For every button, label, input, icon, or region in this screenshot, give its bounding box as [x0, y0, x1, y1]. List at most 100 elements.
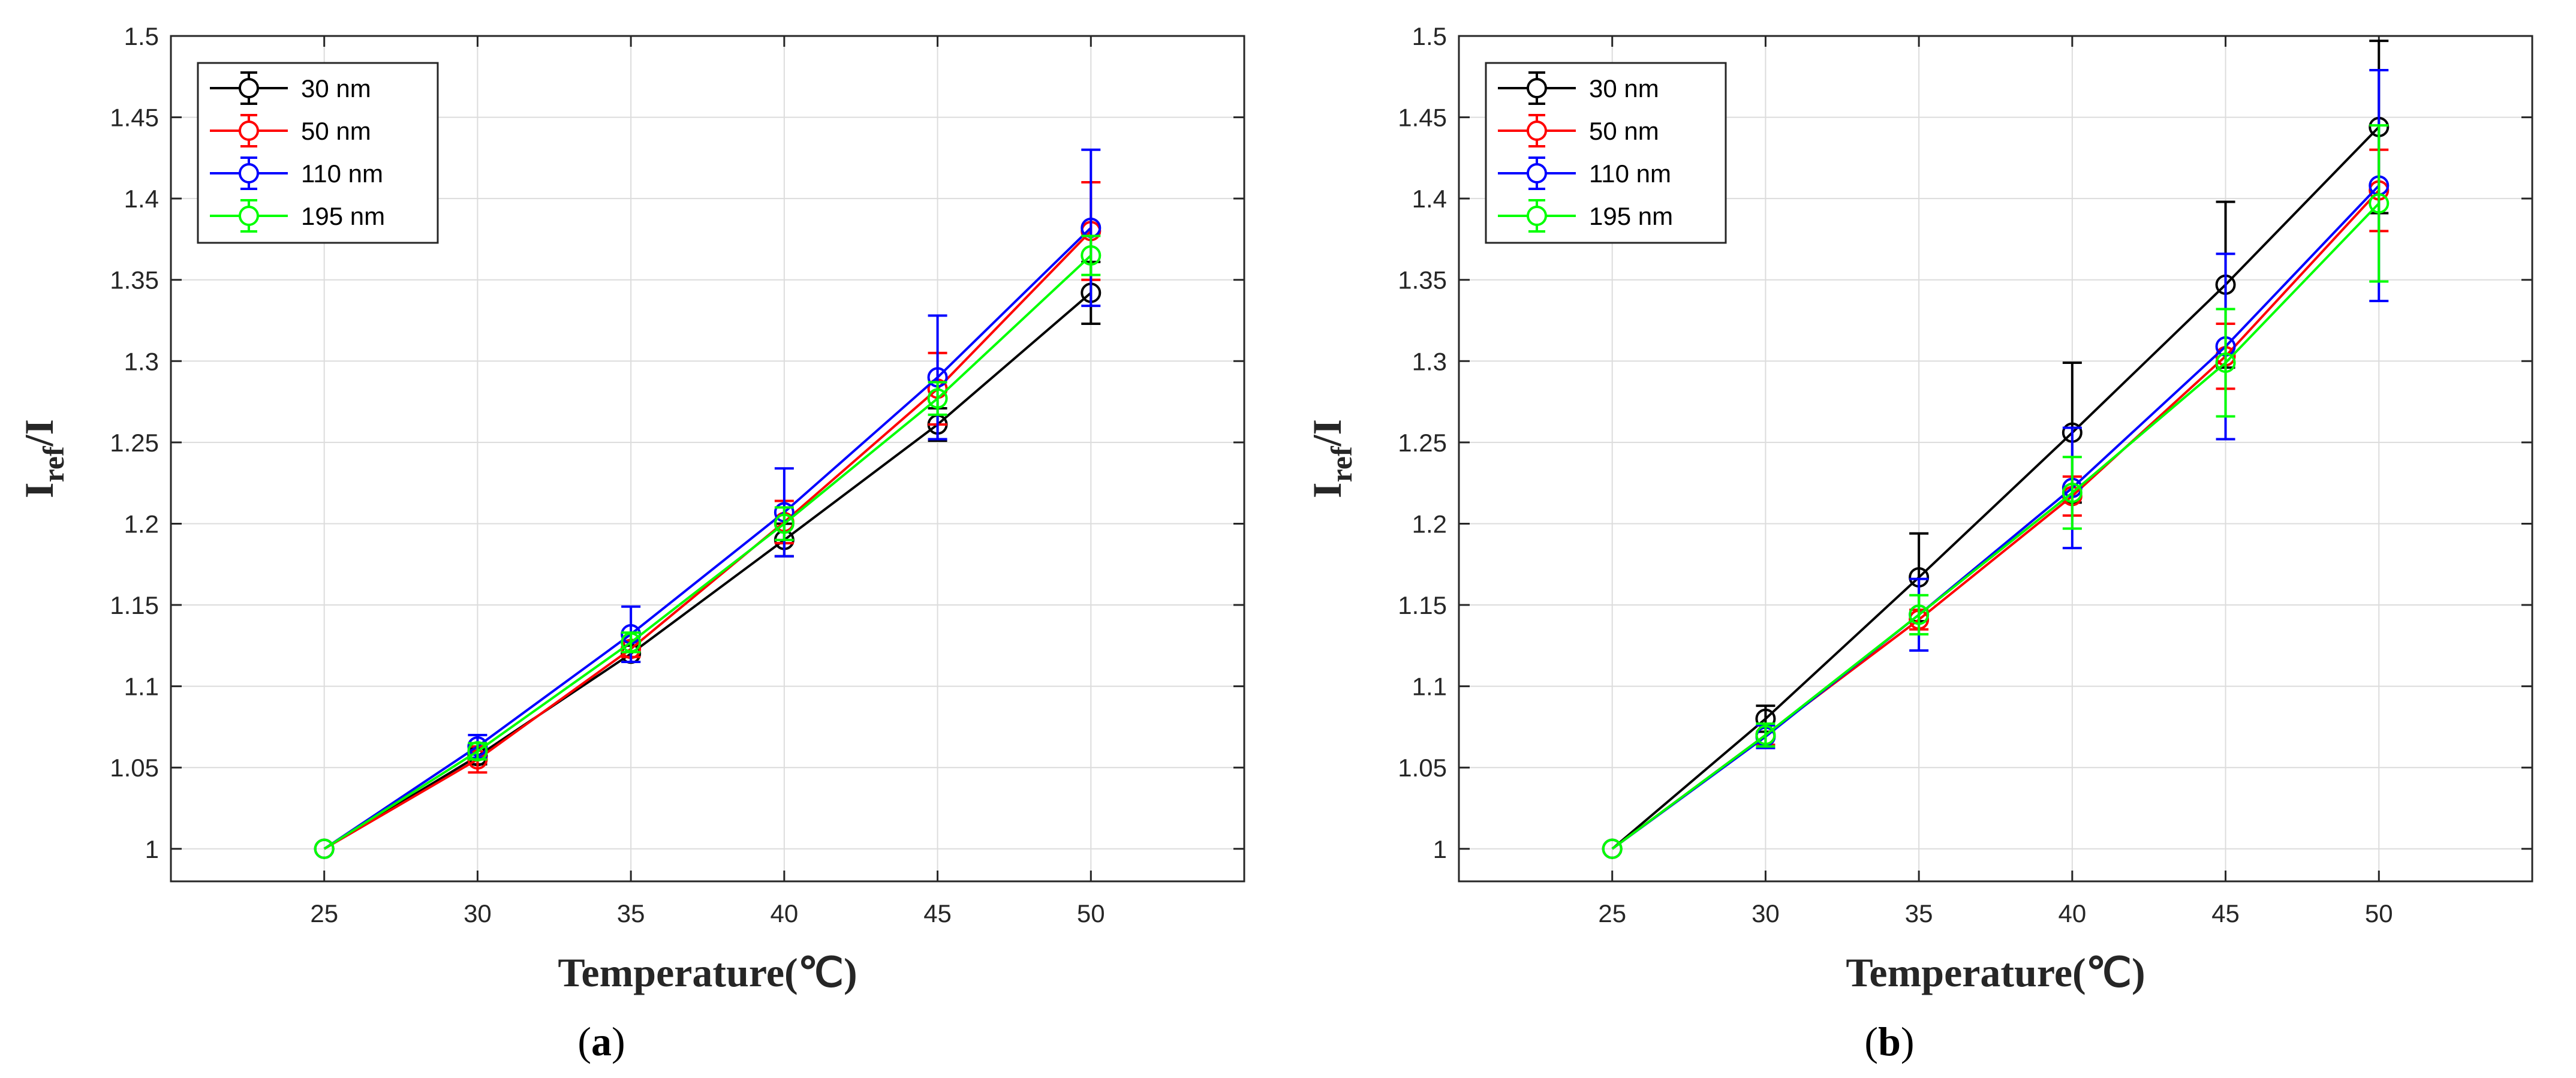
- y-tick-label: 1.25: [1398, 429, 1447, 457]
- caption-letter: b: [1878, 1019, 1901, 1064]
- x-tick-label: 35: [1905, 899, 1933, 928]
- y-tick-label: 1.05: [110, 754, 159, 782]
- legend-marker: [1527, 121, 1547, 141]
- legend-marker: [1527, 206, 1547, 226]
- y-tick-label: 1.4: [1412, 185, 1447, 213]
- x-tick-label: 30: [1752, 899, 1780, 928]
- legend-label: 110 nm: [301, 159, 383, 188]
- ticks: 25 30 35 40 45 50 1 1.05 1.1 1.15 1.2 1.25 1.3 1.35 1.…: [1398, 22, 2532, 928]
- legend-label: 30 nm: [1589, 74, 1659, 103]
- x-tick-label: 25: [310, 899, 338, 928]
- y-tick-label: 1.2: [124, 510, 159, 538]
- y-axis-label-sub: ref: [37, 445, 70, 482]
- data-point: [1602, 838, 1623, 859]
- data-point: [927, 388, 948, 409]
- data-point: [314, 838, 335, 859]
- caption-open: (: [577, 1019, 591, 1064]
- y-tick-label: 1.5: [1412, 22, 1447, 50]
- x-tick-label: 25: [1598, 899, 1626, 928]
- y-tick-label: 1.45: [110, 104, 159, 132]
- y-tick-label: 1.25: [110, 429, 159, 457]
- legend-label: 195 nm: [1589, 202, 1673, 230]
- legend-marker: [239, 78, 259, 98]
- data-point: [774, 513, 795, 534]
- legend-box: [1485, 62, 1727, 244]
- y-tick-label: 1.15: [1398, 591, 1447, 619]
- y-tick-label: 1.35: [1398, 266, 1447, 294]
- data-point: [1081, 245, 1102, 266]
- x-axis-label: Temperature(℃): [558, 950, 857, 995]
- x-tick-label: 40: [770, 899, 798, 928]
- y-axis-label-tail: /I: [16, 419, 62, 447]
- chart-panel-a: 25 30 35 40 45 50 1 1.05 1.1 1.15 1.2 1.25 1.3 1.35 1.…: [16, 22, 1245, 1064]
- legend-marker: [1527, 163, 1547, 183]
- legend-marker: [239, 121, 259, 141]
- y-tick-label: 1.3: [124, 347, 159, 375]
- y-tick-label: 1.35: [110, 266, 159, 294]
- x-tick-label: 35: [617, 899, 645, 928]
- x-tick-label: 50: [2365, 899, 2393, 928]
- legend-box: [197, 62, 439, 244]
- chart-panel-b: 25 30 35 40 45 50 1 1.05 1.1 1.15 1.2 1.25 1.3 1.35 1.…: [1288, 0, 2576, 1078]
- data-point: [467, 741, 488, 762]
- legend: 30 nm 50 nm 110 nm 195 nm: [1485, 62, 1727, 244]
- axes-box: [1458, 35, 2533, 883]
- y-tick-label: 1.3: [1412, 347, 1447, 375]
- series-line: [323, 227, 1092, 850]
- legend-marker: [239, 163, 259, 183]
- legend-label: 110 nm: [1589, 159, 1671, 188]
- y-tick-label: 1.1: [1412, 673, 1447, 701]
- x-tick-label: 30: [464, 899, 492, 928]
- y-tick-label: 1: [1433, 835, 1447, 863]
- caption-close: ): [612, 1019, 625, 1064]
- y-tick-label: 1.1: [124, 673, 159, 701]
- legend-label: 50 nm: [301, 117, 371, 145]
- series-line: [1611, 126, 2380, 850]
- data-point: [2062, 482, 2083, 503]
- y-tick-label: 1.4: [124, 185, 159, 213]
- data-point: [621, 632, 642, 653]
- data-point: [2215, 353, 2236, 374]
- series-line: [323, 230, 1092, 850]
- chart-a-svg: 25 30 35 40 45 50 1 1.05 1.1 1.15 1.2 1.25 1.3 1.35 1.…: [16, 22, 1245, 1064]
- y-tick-label: 1: [145, 835, 159, 863]
- data-point: [1755, 724, 1776, 745]
- y-axis-label: Iref/I: [16, 419, 70, 498]
- y-axis-label-main: I: [16, 483, 62, 498]
- series-line: [323, 254, 1092, 850]
- y-axis-label-main: I: [1304, 483, 1350, 498]
- subfigure-caption: (b): [1864, 1019, 1914, 1064]
- ticks: 25 30 35 40 45 50 1 1.05 1.1 1.15 1.2 1.25 1.3 1.35 1.…: [110, 22, 1244, 928]
- caption-open: (: [1864, 1019, 1878, 1064]
- legend-marker: [239, 206, 259, 226]
- legend-label: 30 nm: [301, 74, 371, 103]
- caption-close: ): [1901, 1019, 1915, 1064]
- y-axis-label: Iref/I: [1304, 419, 1358, 498]
- x-tick-label: 45: [923, 899, 952, 928]
- grid: [171, 35, 1244, 881]
- data-point: [2369, 193, 2390, 214]
- chart-b-svg: 25 30 35 40 45 50 1 1.05 1.1 1.15 1.2 1.25 1.3 1.35 1.…: [1304, 22, 2533, 1064]
- series-line: [1611, 202, 2380, 850]
- axes-box: [170, 35, 1245, 883]
- x-tick-label: 50: [1077, 899, 1105, 928]
- series-195-nm: [1602, 124, 2390, 859]
- y-tick-label: 1.5: [124, 22, 159, 50]
- legend-label: 50 nm: [1589, 117, 1659, 145]
- x-tick-label: 45: [2211, 899, 2240, 928]
- y-tick-label: 1.2: [1412, 510, 1447, 538]
- legend: 30 nm 50 nm 110 nm 195 nm: [197, 62, 439, 244]
- legend-label: 195 nm: [301, 202, 385, 230]
- series-line: [323, 291, 1092, 850]
- y-axis-label-sub: ref: [1325, 445, 1358, 482]
- legend-marker: [1527, 78, 1547, 98]
- data-point: [1909, 604, 1930, 625]
- y-tick-label: 1.05: [1398, 754, 1447, 782]
- x-axis-label: Temperature(℃): [1846, 950, 2145, 995]
- series-195-nm: [314, 234, 1102, 859]
- x-tick-label: 40: [2058, 899, 2086, 928]
- subfigure-caption: (a): [577, 1019, 625, 1064]
- y-axis-label-tail: /I: [1304, 419, 1350, 447]
- y-tick-label: 1.45: [1398, 104, 1447, 132]
- caption-letter: a: [591, 1019, 612, 1064]
